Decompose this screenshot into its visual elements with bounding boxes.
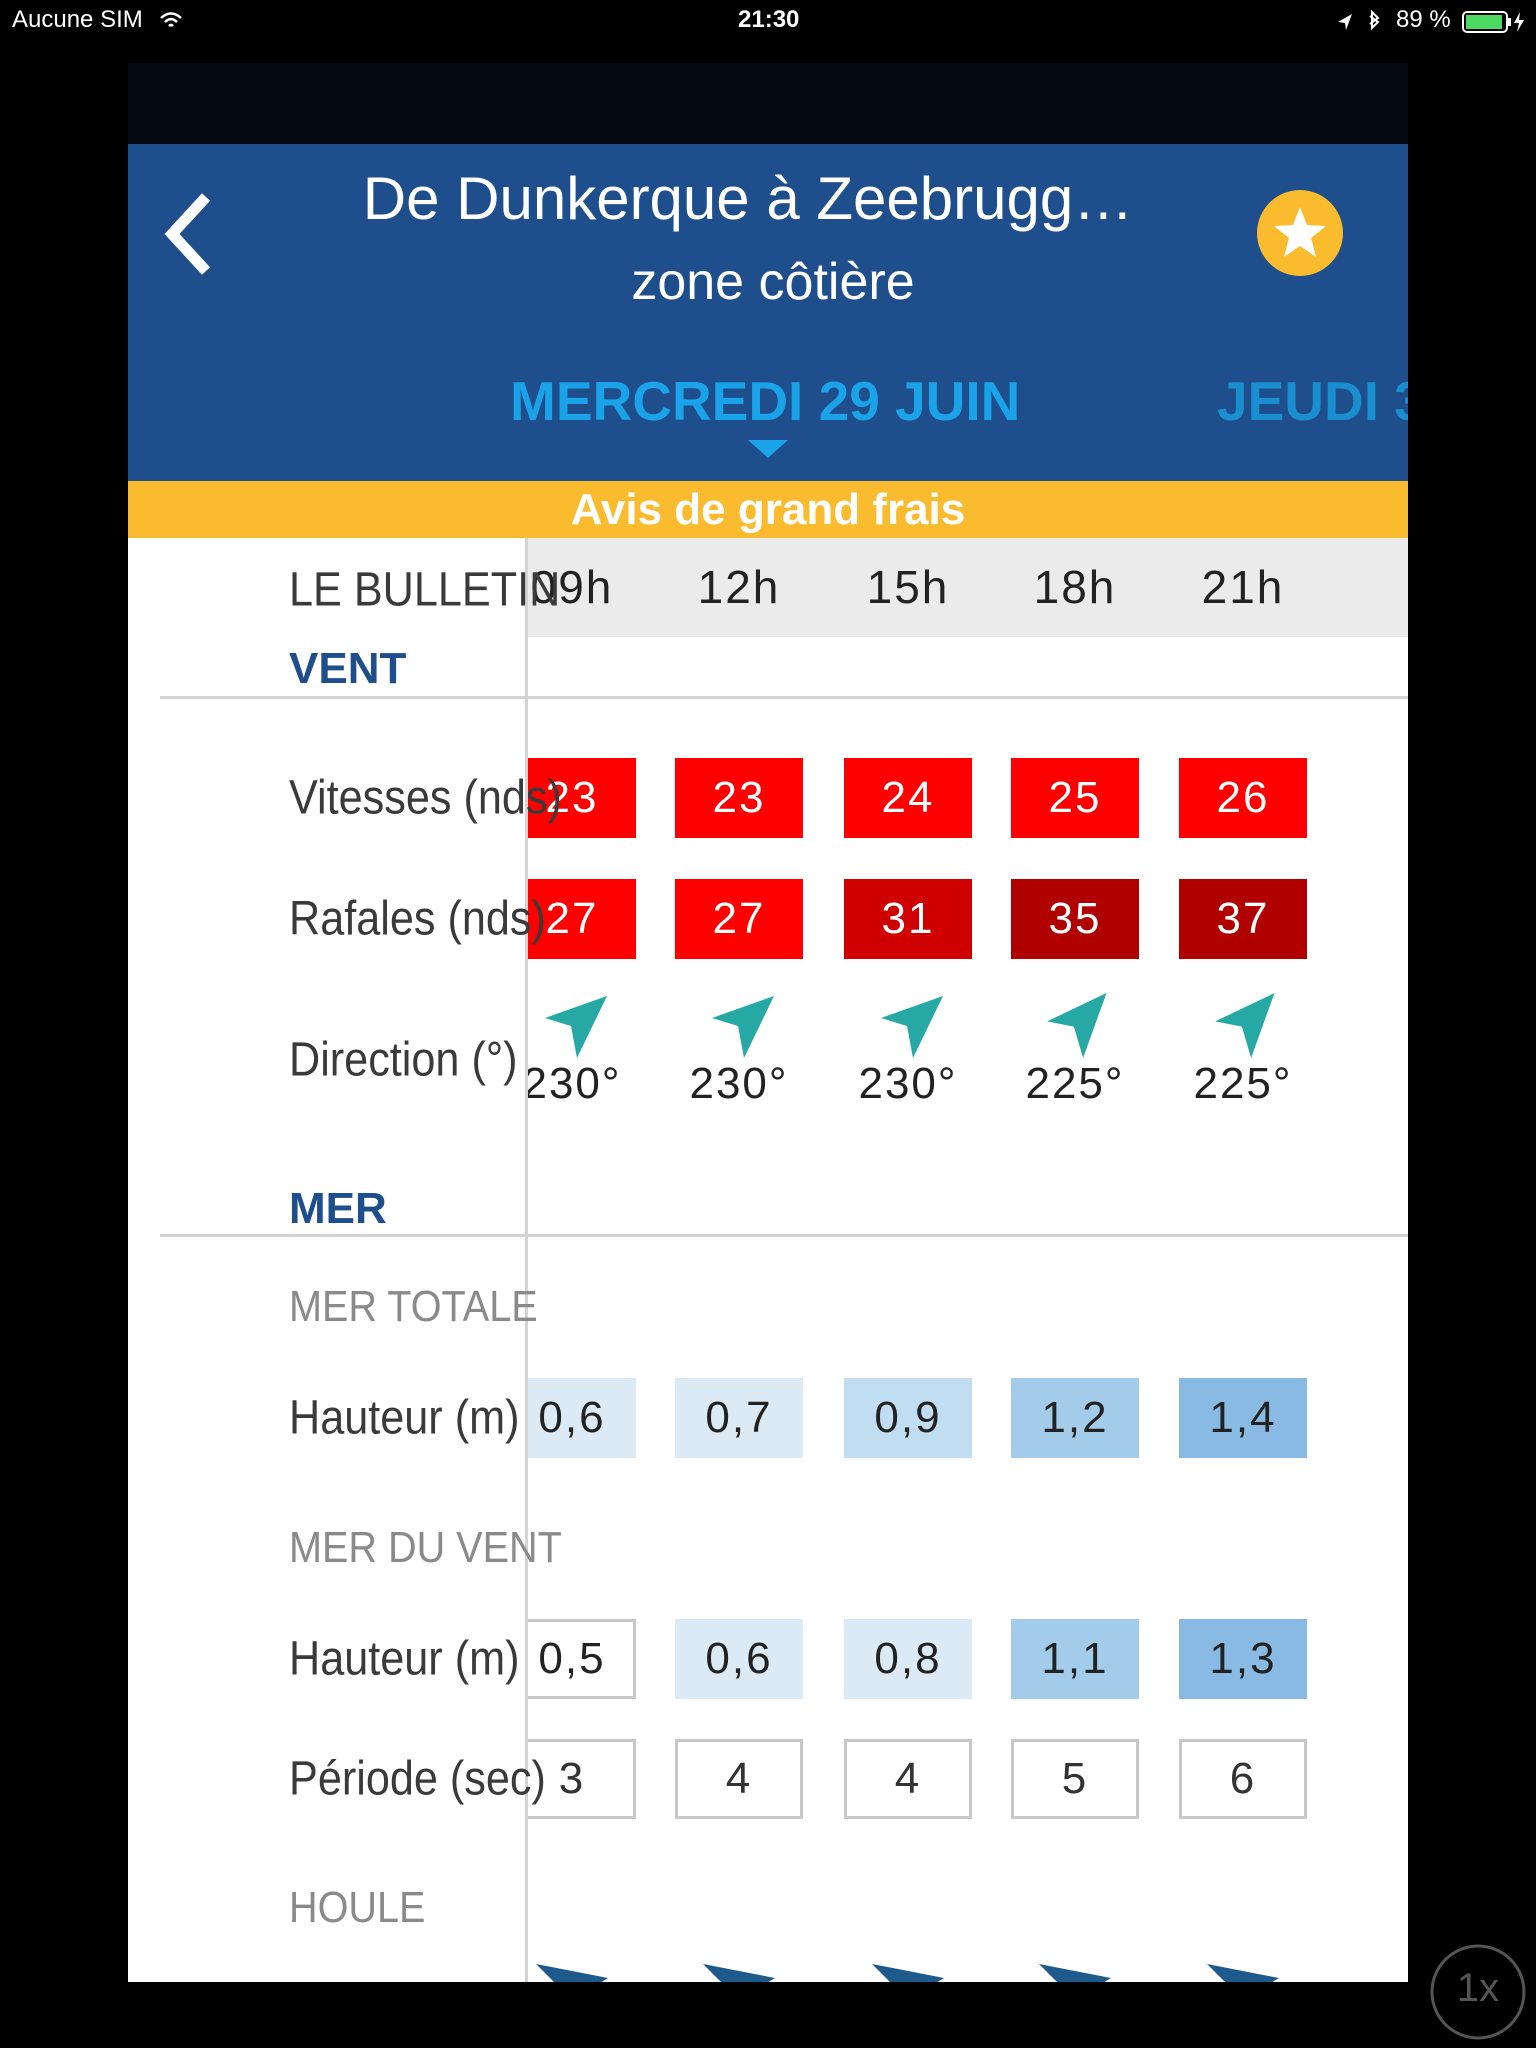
- value-cell: 1,1: [1011, 1619, 1139, 1699]
- clock: 21:30: [738, 6, 800, 33]
- bulletin-table: 09h 12h 15h 18h 21h 23 23 24 25 26 27 27 31 35 37 0,6 0,…: [128, 538, 1408, 1982]
- status-icons: [1338, 10, 1380, 31]
- direction-arrow: [712, 996, 774, 1058]
- row-label: Direction (°): [289, 1033, 518, 1087]
- battery-level: 89 %: [1396, 6, 1451, 33]
- direction-arrow: [881, 996, 943, 1058]
- hour: 21h: [1201, 561, 1285, 613]
- value-cell: 3: [528, 1739, 636, 1819]
- subsection-title: MER DU VENT: [289, 1523, 562, 1572]
- value-cell: 0,6: [528, 1378, 636, 1458]
- hour: 09h: [530, 561, 614, 613]
- bulletin-label: LE BULLETIN: [289, 563, 561, 617]
- value-cell: 6: [1179, 1739, 1307, 1819]
- tab-next[interactable]: JEUDI 3: [1217, 370, 1408, 432]
- swell-arrow: [1039, 1964, 1111, 1982]
- swell-arrow: [1207, 1964, 1279, 1982]
- swell-arrow: [872, 1964, 944, 1982]
- section-title: MER: [289, 1184, 387, 1233]
- tab-active[interactable]: MERCREDI 29 JUIN: [510, 370, 1021, 432]
- value-cell: 0,8: [844, 1619, 972, 1699]
- row-label: Période (sec): [289, 1752, 546, 1806]
- direction-arrow: [1047, 993, 1107, 1058]
- value-cell: 1,4: [1179, 1378, 1307, 1458]
- value-cell: 0,6: [675, 1619, 803, 1699]
- hour: 12h: [697, 561, 781, 613]
- direction-arrow: [545, 996, 607, 1058]
- value-cell: 4: [844, 1739, 972, 1819]
- value-cell: 35: [1011, 879, 1139, 959]
- carrier: Aucune SIM: [12, 6, 143, 33]
- swell-arrow: [703, 1964, 775, 1982]
- hour: 18h: [1033, 561, 1117, 613]
- value-cell: 27: [675, 879, 803, 959]
- value-cell: 23: [675, 758, 803, 838]
- direction-value: 230°: [528, 1059, 622, 1108]
- wifi-icon: [160, 12, 182, 27]
- alert-banner: Avis de grand frais: [128, 481, 1408, 538]
- value-cell: 31: [844, 879, 972, 959]
- value-cell: 25: [1011, 758, 1139, 838]
- value-cell: 1,3: [1179, 1619, 1307, 1699]
- value-cell: 0,7: [675, 1378, 803, 1458]
- hour: 15h: [866, 561, 950, 613]
- favorite-button[interactable]: [1256, 189, 1344, 277]
- title: De Dunkerque à Zeebrugg…: [362, 165, 1134, 232]
- column-divider: [525, 538, 528, 1982]
- direction-value: 230°: [689, 1059, 789, 1108]
- section-title: VENT: [289, 644, 407, 693]
- row-label: Hauteur (m): [289, 1632, 520, 1686]
- row-label: Hauteur (m): [289, 1391, 520, 1445]
- value-cell: 24: [844, 758, 972, 838]
- subsection-title: MER TOTALE: [289, 1282, 538, 1331]
- value-cell: 37: [1179, 879, 1307, 959]
- battery-icon: [1462, 11, 1524, 33]
- value-cell: 4: [675, 1739, 803, 1819]
- back-button[interactable]: [158, 189, 218, 279]
- direction-value: 225°: [1025, 1059, 1125, 1108]
- swell-arrow: [536, 1964, 608, 1982]
- value-cell: 0,9: [844, 1378, 972, 1458]
- subtitle: zone côtière: [631, 253, 915, 311]
- row-label: Rafales (nds): [289, 892, 546, 946]
- direction-arrow: [1215, 993, 1275, 1058]
- direction-value: 225°: [1193, 1059, 1293, 1108]
- zoom-label: 1x: [1456, 1966, 1500, 2010]
- section-line: [160, 696, 1408, 699]
- top-band: [128, 63, 1408, 144]
- zoom-button[interactable]: [1430, 1944, 1530, 2044]
- direction-value: 230°: [858, 1059, 958, 1108]
- row-label: Vitesses (nds): [289, 771, 562, 825]
- value-cell: 5: [1011, 1739, 1139, 1819]
- value-cell: 1,2: [1011, 1378, 1139, 1458]
- value-cell: 23: [528, 758, 636, 838]
- value-cell: 0,5: [528, 1619, 636, 1699]
- subsection-title: HOULE: [289, 1883, 426, 1932]
- section-line: [160, 1234, 1408, 1237]
- tab-indicator: [748, 440, 788, 458]
- value-cell: 27: [528, 879, 636, 959]
- hours-header: [525, 538, 1408, 637]
- value-cell: 26: [1179, 758, 1307, 838]
- header: De Dunkerque à Zeebrugg… zone côtière ME…: [128, 144, 1408, 481]
- columns: 09h 12h 15h 18h 21h 23 23 24 25 26 27 27 31 35 37 0,6 0,…: [528, 538, 1408, 1982]
